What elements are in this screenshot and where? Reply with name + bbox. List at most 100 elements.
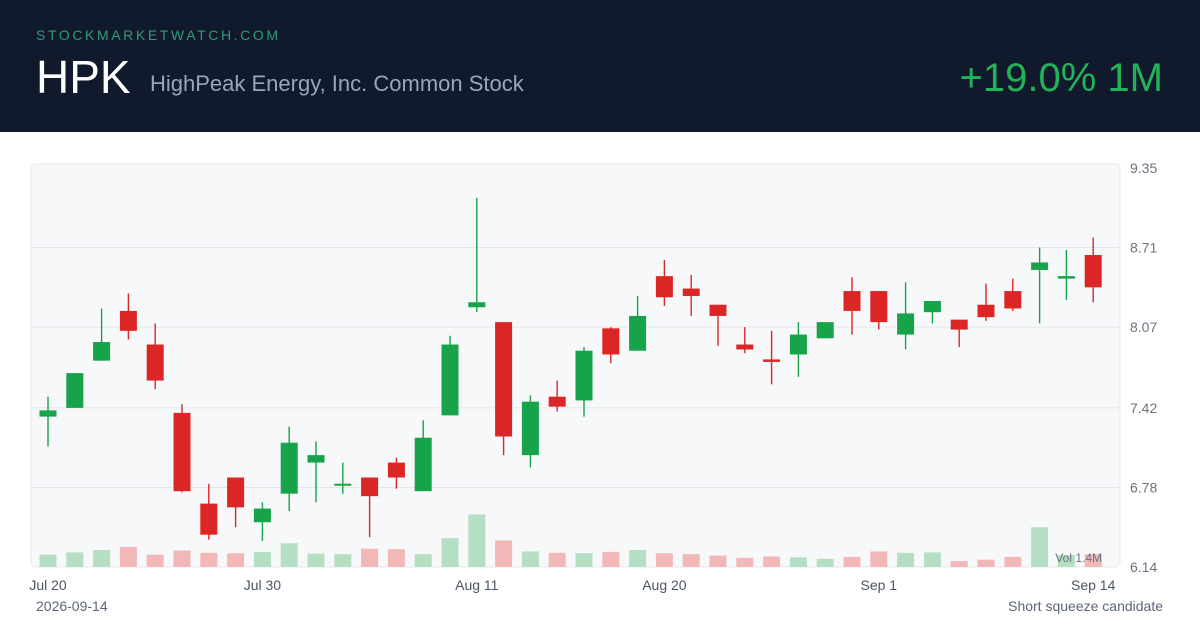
volume-bar <box>495 540 513 567</box>
candle-body <box>1057 276 1075 279</box>
x-tick-label: Aug 11 <box>455 577 499 593</box>
candle-body <box>280 442 298 494</box>
candle-body <box>575 350 593 401</box>
volume-bar <box>816 558 834 567</box>
volume-bar <box>655 553 673 567</box>
y-tick-label: 6.14 <box>1130 559 1157 575</box>
x-tick-label: Aug 20 <box>642 577 687 593</box>
volume-bar <box>280 543 298 567</box>
volume-bar <box>39 554 57 567</box>
candlestick-chart: 9.35 8.71 8.07 7.42 6.78 6.14 Jul 20 Jul 30 Aug… <box>29 160 1157 593</box>
volume-bar <box>387 549 405 567</box>
volume-bar <box>361 548 379 567</box>
volume-bar <box>789 557 807 567</box>
volume-bar <box>307 553 325 567</box>
volume-bar <box>521 551 539 567</box>
candle-body <box>39 410 57 417</box>
volume-bar <box>334 554 352 567</box>
volume-bar <box>1084 554 1102 567</box>
chart-area: 9.35 8.71 8.07 7.42 6.78 6.14 Jul 20 Jul 30 Aug… <box>0 132 1200 630</box>
x-tick-label: Jul 30 <box>244 577 282 593</box>
volume-label: Vol 1.4M <box>1055 551 1102 565</box>
volume-bar <box>146 554 164 567</box>
candle-body <box>655 276 673 298</box>
candle-body <box>629 315 647 351</box>
candle-body <box>870 291 888 323</box>
candle-body <box>173 412 191 492</box>
candle-body <box>146 344 164 381</box>
volume-bar <box>227 553 245 567</box>
candle-body <box>227 477 245 508</box>
candle-body <box>387 462 405 478</box>
y-axis: 9.35 8.71 8.07 7.42 6.78 6.14 <box>1130 160 1157 575</box>
candle-body <box>1084 255 1102 288</box>
volume-bar <box>253 551 271 567</box>
volume-bar <box>602 551 620 567</box>
volume-bar <box>441 538 459 567</box>
candle-body <box>253 508 271 523</box>
candle-body <box>93 342 111 361</box>
grid-lines <box>32 247 1119 488</box>
candle-body <box>843 291 861 311</box>
company-name: HighPeak Energy, Inc. Common Stock <box>150 71 524 96</box>
volume-bar <box>977 559 995 567</box>
candle-body <box>468 302 486 308</box>
volume-bar <box>897 552 915 567</box>
volume-bar <box>950 561 968 567</box>
y-tick-label: 7.42 <box>1130 400 1157 416</box>
volume-bar <box>736 557 754 567</box>
x-tick-label: Sep 1 <box>861 577 898 593</box>
volume-bar <box>414 554 432 567</box>
volume-bar <box>200 552 218 567</box>
candle-body <box>950 319 968 330</box>
volume-bar <box>1031 527 1049 567</box>
candle-body <box>923 301 941 313</box>
volume-bar <box>548 552 566 567</box>
volume-bar <box>1004 556 1022 567</box>
volume-bars <box>39 514 1102 567</box>
candle-body <box>548 396 566 407</box>
volume-bar <box>629 550 647 567</box>
candle-body <box>897 313 915 335</box>
y-tick-label: 9.35 <box>1130 160 1157 176</box>
candle-body <box>1004 291 1022 309</box>
y-tick-label: 8.71 <box>1130 240 1157 256</box>
volume-bar <box>1057 555 1075 567</box>
volume-bar <box>575 553 593 567</box>
candle-body <box>709 304 727 316</box>
y-tick-label: 6.78 <box>1130 479 1157 495</box>
volume-bar <box>682 554 700 567</box>
candle-body <box>66 373 84 408</box>
volume-bar <box>173 550 191 567</box>
x-axis: Jul 20 Jul 30 Aug 11 Aug 20 Sep 1 Sep 14 <box>29 577 1115 593</box>
candle-body <box>521 401 539 456</box>
volume-bar <box>66 552 84 567</box>
candle-body <box>200 503 218 535</box>
candle-body <box>682 288 700 297</box>
candle-body <box>977 304 995 318</box>
volume-bar <box>870 551 888 567</box>
site-name: STOCKMARKETWATCH.COM <box>36 27 281 43</box>
volume-bar <box>93 550 111 567</box>
ticker-symbol: HPK <box>36 51 131 103</box>
candle-body <box>334 483 352 486</box>
chart-date: 2026-09-14 <box>36 598 108 614</box>
candle-body <box>736 344 754 350</box>
volume-bar <box>709 555 727 567</box>
price-change: +19.0% 1M <box>959 56 1163 100</box>
candle-body <box>414 437 432 492</box>
candle-body <box>789 334 807 355</box>
candle-body <box>119 310 137 331</box>
candle-body <box>495 322 513 437</box>
candle-body <box>307 455 325 463</box>
volume-bar <box>119 546 137 567</box>
candle-body <box>361 477 379 497</box>
candle-body <box>763 359 781 362</box>
chart-note: Short squeeze candidate <box>1008 598 1163 614</box>
candles <box>39 197 1102 541</box>
volume-bar <box>763 556 781 567</box>
y-tick-label: 8.07 <box>1130 319 1157 335</box>
x-tick-label: Sep 14 <box>1071 577 1116 593</box>
volume-bar <box>923 552 941 567</box>
x-tick-label: Jul 20 <box>29 577 67 593</box>
